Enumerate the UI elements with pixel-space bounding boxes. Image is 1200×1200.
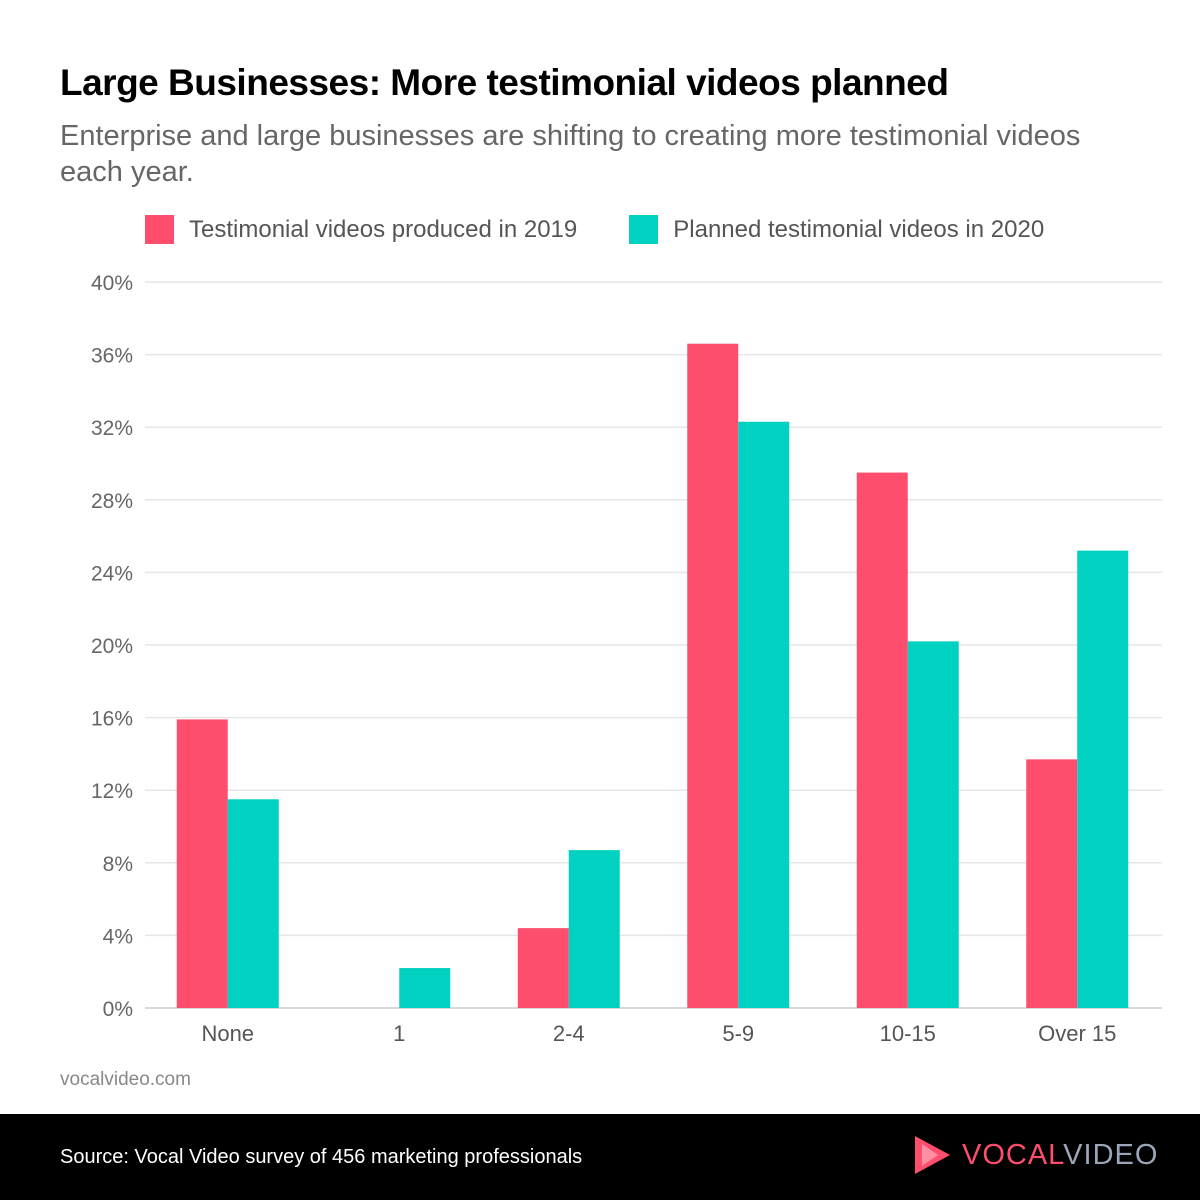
y-tick-label: 12% bbox=[91, 780, 133, 803]
bar-2020-1 bbox=[399, 968, 451, 1008]
y-tick-label: 36% bbox=[91, 345, 133, 368]
y-tick-label: 0% bbox=[103, 998, 133, 1021]
bar-2019-Over 15 bbox=[1026, 759, 1078, 1008]
logo-text-video: VIDEO bbox=[1063, 1138, 1159, 1171]
y-tick-label: 40% bbox=[91, 272, 133, 295]
legend-label-2019: Testimonial videos produced in 2019 bbox=[189, 215, 578, 243]
bar-2019-2-4 bbox=[517, 928, 569, 1008]
vocal-video-logo: VOCALVIDEO bbox=[912, 1134, 1158, 1176]
source-text: Source: Vocal Video survey of 456 market… bbox=[60, 1146, 583, 1168]
y-tick-label: 16% bbox=[91, 708, 133, 731]
bar-2019-5-9 bbox=[687, 343, 739, 1009]
x-tick-label: None bbox=[201, 1021, 254, 1046]
bar-2019-10-15 bbox=[856, 472, 908, 1008]
y-tick-label: 24% bbox=[91, 562, 133, 585]
bar-2020-10-15 bbox=[907, 641, 959, 1008]
logo-text-vocal: VOCAL bbox=[962, 1138, 1064, 1171]
legend-item-2020: Planned testimonial videos in 2020 bbox=[629, 215, 1044, 244]
y-tick-label: 28% bbox=[91, 490, 133, 513]
legend-swatch-2020 bbox=[629, 215, 659, 244]
bar-2020-None bbox=[227, 799, 279, 1008]
legend-label-2020: Planned testimonial videos in 2020 bbox=[673, 215, 1045, 243]
bar-2020-2-4 bbox=[568, 850, 620, 1008]
chart-title: Large Businesses: More testimonial video… bbox=[60, 62, 949, 103]
x-tick-label: 5-9 bbox=[722, 1021, 754, 1046]
chart-subtitle: Enterprise and large businesses are shif… bbox=[60, 120, 1081, 188]
y-tick-label: 4% bbox=[103, 925, 133, 948]
x-tick-label: 10-15 bbox=[880, 1021, 936, 1046]
y-tick-label: 32% bbox=[91, 417, 133, 440]
y-tick-label: 20% bbox=[91, 635, 133, 658]
x-tick-label: Over 15 bbox=[1038, 1021, 1116, 1046]
x-tick-label: 2-4 bbox=[553, 1021, 585, 1046]
legend-item-2019: Testimonial videos produced in 2019 bbox=[145, 215, 577, 244]
legend: Testimonial videos produced in 2019 Plan… bbox=[145, 215, 1044, 244]
y-tick-label: 8% bbox=[103, 853, 133, 876]
play-logo-icon bbox=[915, 1136, 950, 1174]
site-url: vocalvideo.com bbox=[60, 1069, 191, 1090]
bar-2020-5-9 bbox=[738, 421, 790, 1008]
footer: Source: Vocal Video survey of 456 market… bbox=[0, 1114, 1200, 1200]
bar-2019-None bbox=[176, 719, 228, 1008]
bar-chart: 0% 4% 8% 12% 16% 20% 24% 28% 32% 36% 40% None 1 2-4 5-… bbox=[91, 272, 1162, 1046]
x-tick-label: 1 bbox=[393, 1021, 405, 1046]
bar-2020-Over 15 bbox=[1077, 550, 1129, 1008]
legend-swatch-2019 bbox=[145, 215, 174, 244]
